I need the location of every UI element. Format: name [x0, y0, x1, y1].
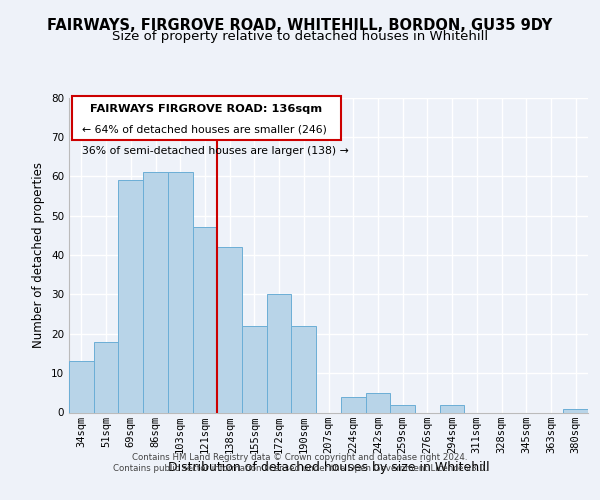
Bar: [193, 228, 217, 412]
Bar: [242, 326, 267, 412]
Text: Contains public sector information licensed under the Open Government Licence v3: Contains public sector information licen…: [113, 464, 487, 473]
Bar: [118, 180, 143, 412]
Bar: [69, 362, 94, 412]
Text: FAIRWAYS FIRGROVE ROAD: 136sqm: FAIRWAYS FIRGROVE ROAD: 136sqm: [91, 104, 323, 114]
FancyBboxPatch shape: [71, 96, 341, 140]
Bar: [143, 172, 168, 412]
Bar: [168, 172, 193, 412]
Bar: [217, 247, 242, 412]
Bar: [267, 294, 292, 412]
Bar: [563, 408, 588, 412]
Text: ← 64% of detached houses are smaller (246): ← 64% of detached houses are smaller (24…: [82, 124, 327, 134]
Text: Size of property relative to detached houses in Whitehill: Size of property relative to detached ho…: [112, 30, 488, 43]
Bar: [440, 404, 464, 412]
Text: 36% of semi-detached houses are larger (138) →: 36% of semi-detached houses are larger (…: [82, 146, 349, 156]
Text: FAIRWAYS, FIRGROVE ROAD, WHITEHILL, BORDON, GU35 9DY: FAIRWAYS, FIRGROVE ROAD, WHITEHILL, BORD…: [47, 18, 553, 32]
Bar: [292, 326, 316, 412]
Bar: [94, 342, 118, 412]
Bar: [341, 397, 365, 412]
Bar: [365, 393, 390, 412]
Text: Contains HM Land Registry data © Crown copyright and database right 2024.: Contains HM Land Registry data © Crown c…: [132, 452, 468, 462]
Y-axis label: Number of detached properties: Number of detached properties: [32, 162, 46, 348]
X-axis label: Distribution of detached houses by size in Whitehill: Distribution of detached houses by size …: [167, 461, 490, 474]
Bar: [390, 404, 415, 412]
